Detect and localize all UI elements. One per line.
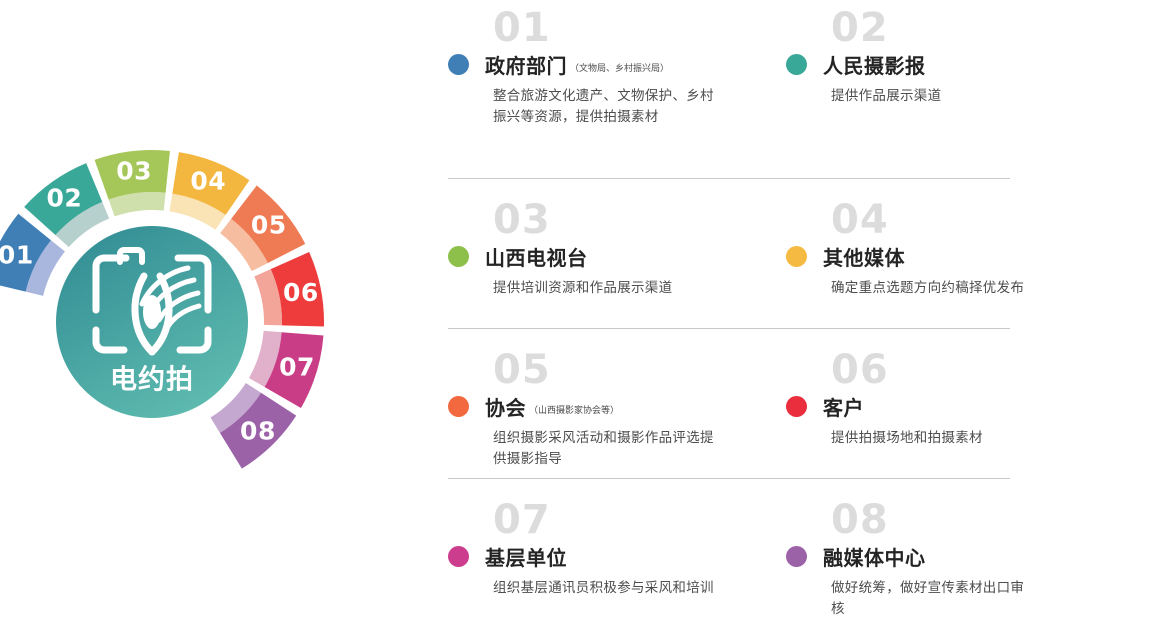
logo-text: 电约拍 [110, 365, 194, 396]
item-description: 做好统筹，做好宣传素材出口审核 [831, 580, 1025, 616]
item-description: 确定重点选题方向约稿择优发布 [831, 280, 1025, 295]
item-number: 04 [831, 197, 889, 243]
item-card-02[interactable]: 02 人民摄影报提供作品展示渠道 [738, 0, 1028, 178]
donut-chart: 01 02 03 04 05 06 07 08 [0, 0, 440, 638]
donut-segment-label-02: 02 [46, 184, 82, 213]
bullet-dot-icon [448, 546, 469, 567]
item-row: 01 政府部门 （文物局、乡村振兴局） 整合旅游文化遗产、文物保护、乡村振兴等资源，提… [448, 0, 1028, 178]
donut-segment-06[interactable] [270, 252, 325, 327]
row-divider [448, 178, 1010, 179]
donut-segment-inner-06[interactable] [254, 269, 282, 326]
donut-segment-label-05: 05 [251, 210, 287, 239]
item-number: 03 [493, 197, 551, 243]
item-card-07[interactable]: 07 基层单位组织基层通讯员积极参与采风和培训 [448, 478, 738, 638]
donut-segments: 01 02 03 04 05 06 07 08 [0, 150, 325, 469]
bullet-dot-icon [448, 246, 469, 267]
item-number: 07 [493, 497, 551, 543]
item-number: 06 [831, 347, 889, 393]
donut-segment-02[interactable] [24, 163, 103, 236]
donut-segment-inner-07[interactable] [248, 330, 282, 387]
item-title: 基层单位 [485, 546, 567, 570]
item-description: 组织基层通讯员积极参与采风和培训 [493, 580, 714, 595]
bullet-dot-icon [786, 54, 807, 75]
item-number: 02 [831, 5, 889, 51]
item-title: 政府部门 [485, 54, 567, 78]
bullet-dot-icon [448, 396, 469, 417]
donut-segment-inner-05[interactable] [220, 218, 268, 272]
item-title: 协会 [485, 396, 526, 420]
item-title: 山西电视台 [485, 246, 588, 270]
item-title-row: 其他媒体 [786, 242, 1028, 271]
item-description: 提供培训资源和作品展示渠道 [493, 280, 673, 295]
donut-segment-label-01: 01 [0, 240, 34, 269]
donut-svg: 01 02 03 04 05 06 07 08 [0, 150, 325, 469]
bullet-dot-icon [786, 546, 807, 567]
donut-segment-08[interactable] [219, 392, 297, 469]
item-note: （文物局、乡村振兴局） [570, 63, 670, 73]
items-list: 01 政府部门 （文物局、乡村振兴局） 整合旅游文化遗产、文物保护、乡村振兴等资源，提… [448, 0, 1028, 638]
item-note: （山西摄影家协会等） [529, 405, 620, 415]
item-title: 融媒体中心 [823, 546, 926, 570]
donut-segment-inner-08[interactable] [210, 382, 262, 433]
donut-segment-inner-03[interactable] [108, 192, 166, 217]
bullet-dot-icon [786, 246, 807, 267]
item-card-06[interactable]: 06 客户提供拍摄场地和拍摄素材 [738, 328, 1028, 478]
item-title-row: 协会 （山西摄影家协会等） [448, 392, 738, 421]
item-card-04[interactable]: 04 其他媒体确定重点选题方向约稿择优发布 [738, 178, 1028, 328]
donut-segment-label-08: 08 [240, 416, 276, 445]
item-title: 其他媒体 [823, 246, 905, 270]
item-description: 整合旅游文化遗产、文物保护、乡村振兴等资源，提供拍摄素材 [493, 88, 714, 124]
item-title-row: 基层单位 [448, 542, 738, 571]
item-title-row: 客户 [786, 392, 1028, 421]
item-description: 组织摄影采风活动和摄影作品评选提供摄影指导 [493, 430, 714, 466]
item-title: 客户 [823, 396, 864, 420]
item-row: 05 协会 （山西摄影家协会等） 组织摄影采风活动和摄影作品评选提供摄影指导 06 客户提… [448, 328, 1028, 478]
item-title-row: 山西电视台 [448, 242, 738, 271]
bullet-dot-icon [448, 54, 469, 75]
donut-segment-label-06: 06 [283, 278, 319, 307]
item-card-05[interactable]: 05 协会 （山西摄影家协会等） 组织摄影采风活动和摄影作品评选提供摄影指导 [448, 328, 738, 478]
item-title: 人民摄影报 [823, 54, 926, 78]
donut-segment-05[interactable] [231, 185, 306, 263]
donut-segment-inner-01[interactable] [25, 240, 65, 296]
camera-icon [92, 247, 212, 354]
item-card-03[interactable]: 03 山西电视台提供培训资源和作品展示渠道 [448, 178, 738, 328]
item-title-row: 人民摄影报 [786, 50, 1028, 79]
item-row: 07 基层单位组织基层通讯员积极参与采风和培训 08 融媒体中心做好统筹，做好宣传素材… [448, 478, 1028, 638]
leaf-hands-icon [131, 265, 202, 356]
donut-segment-label-07: 07 [279, 353, 315, 382]
bullet-dot-icon [786, 396, 807, 417]
donut-segment-07[interactable] [264, 332, 324, 408]
item-number: 08 [831, 497, 889, 543]
item-title-row: 融媒体中心 [786, 542, 1028, 571]
item-description: 提供作品展示渠道 [831, 88, 942, 103]
donut-segment-inner-04[interactable] [169, 193, 226, 230]
center-logo: 电约拍 [56, 226, 248, 418]
donut-segment-03[interactable] [94, 150, 170, 200]
donut-segment-label-04: 04 [190, 166, 226, 195]
item-title-row: 政府部门 （文物局、乡村振兴局） [448, 50, 738, 79]
donut-segment-label-03: 03 [116, 157, 152, 186]
item-number: 05 [493, 347, 551, 393]
item-card-08[interactable]: 08 融媒体中心做好统筹，做好宣传素材出口审核 [738, 478, 1028, 638]
item-number: 01 [493, 5, 551, 51]
item-card-01[interactable]: 01 政府部门 （文物局、乡村振兴局） 整合旅游文化遗产、文物保护、乡村振兴等资源，提… [448, 0, 738, 178]
row-divider [448, 328, 1010, 329]
donut-segment-04[interactable] [172, 152, 250, 215]
item-row: 03 山西电视台提供培训资源和作品展示渠道 04 其他媒体确定重点选题方向约稿择优发布 [448, 178, 1028, 328]
donut-segment-inner-02[interactable] [55, 201, 110, 248]
donut-segment-01[interactable] [0, 213, 51, 292]
item-description: 提供拍摄场地和拍摄素材 [831, 430, 983, 445]
row-divider [448, 478, 1010, 479]
